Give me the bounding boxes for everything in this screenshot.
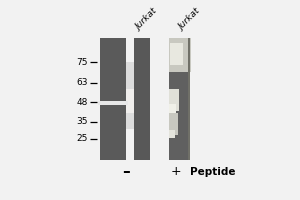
Text: Jurkat: Jurkat: [134, 7, 159, 32]
Bar: [188, 38, 190, 160]
Text: 35: 35: [76, 117, 88, 126]
Bar: [134, 38, 150, 160]
Text: 75: 75: [76, 58, 88, 67]
Bar: [169, 130, 175, 138]
Bar: [170, 43, 183, 65]
Bar: [169, 104, 176, 113]
Bar: [169, 38, 191, 72]
Text: Peptide: Peptide: [190, 167, 235, 177]
Bar: [169, 38, 190, 160]
Text: 48: 48: [76, 98, 88, 107]
Text: 25: 25: [76, 134, 88, 143]
Text: –: –: [122, 164, 130, 179]
Text: Jurkat: Jurkat: [177, 7, 202, 32]
Bar: [100, 38, 126, 160]
Bar: [126, 62, 134, 129]
Text: +: +: [170, 165, 181, 178]
Bar: [169, 113, 178, 135]
Bar: [126, 89, 134, 113]
Bar: [98, 101, 128, 105]
Bar: [169, 89, 179, 111]
Text: 63: 63: [76, 78, 88, 87]
